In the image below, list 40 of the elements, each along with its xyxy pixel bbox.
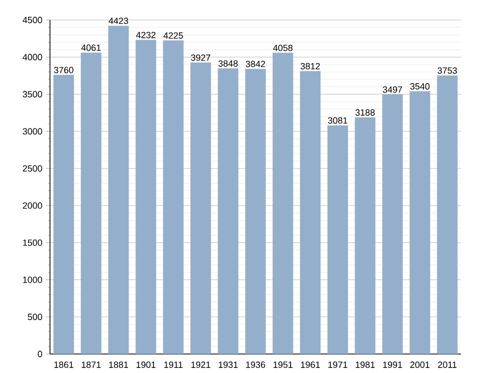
x-tick-label: 1971: [328, 362, 348, 368]
x-tick-label: 1861: [54, 362, 74, 368]
x-tick-label: 1911: [164, 362, 183, 368]
x-tick-label: 1951: [274, 362, 292, 368]
y-tick-label: 2000: [22, 202, 42, 209]
data-label: 3848: [218, 60, 238, 67]
y-tick-label: 3000: [22, 128, 42, 135]
x-tick-label: 1871: [82, 362, 101, 368]
y-tick-label: 1500: [23, 239, 42, 246]
data-label: 3540: [410, 83, 430, 90]
y-tick-label: 4500: [22, 16, 42, 24]
x-tick-label: 2001: [410, 362, 430, 368]
data-label: 3812: [300, 62, 320, 70]
y-tick-label: 1000: [23, 276, 42, 283]
x-tick-label: 1981: [356, 362, 375, 368]
data-label: 4058: [273, 44, 293, 52]
data-label: 3927: [191, 54, 210, 61]
x-tick-label: 1931: [218, 362, 238, 368]
x-tick-label: 1991: [383, 362, 402, 368]
data-label: 4061: [81, 44, 101, 51]
data-label: 3753: [438, 67, 457, 74]
y-tick-label: 500: [28, 314, 42, 320]
y-tick-label: 3500: [22, 91, 42, 98]
y-tick-label: 0: [38, 350, 42, 358]
y-tick-label: 4000: [22, 54, 42, 60]
data-label: 3842: [246, 60, 266, 68]
data-label: 4232: [136, 32, 156, 38]
x-tick-label: 1961: [300, 362, 320, 368]
data-label: 3081: [328, 117, 348, 124]
x-tick-label: 2011: [438, 362, 457, 368]
x-tick-label: 1921: [191, 362, 210, 368]
data-label: 3497: [382, 86, 402, 93]
x-tick-label: 1901: [136, 362, 156, 368]
y-tick-label: 2500: [22, 165, 42, 172]
data-label: 3760: [54, 66, 74, 74]
data-label: 3188: [355, 109, 375, 116]
x-tick-label: 1936: [246, 362, 266, 368]
data-label: 4225: [163, 32, 183, 39]
data-label: 4423: [108, 18, 128, 24]
x-tick-label: 1881: [109, 362, 128, 368]
